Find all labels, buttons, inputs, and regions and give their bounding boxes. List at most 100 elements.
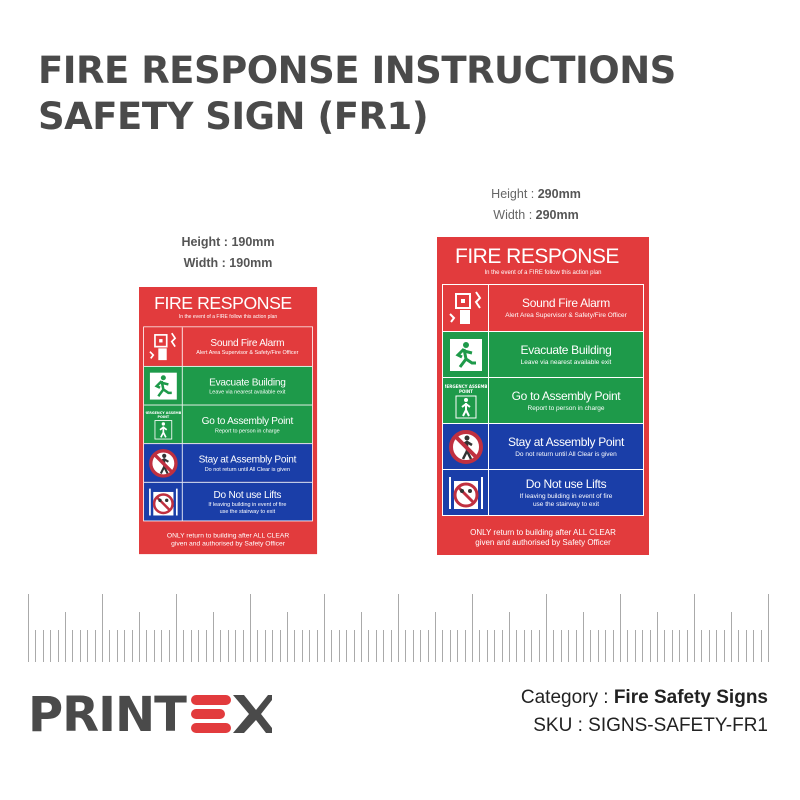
sign-step: Sound Fire Alarm Alert Area Supervisor & … [443, 285, 643, 331]
svg-text:POINT: POINT [459, 389, 473, 394]
no-entry-person-icon [443, 424, 489, 469]
ruler-tick [597, 630, 599, 662]
title-line-2: SAFETY SIGN (FR1) [38, 95, 429, 138]
ruler-tick [760, 630, 762, 662]
ruler-tick [523, 630, 525, 662]
sign-step: EMERGENCY ASSEMBLYPOINT Go to Assembly Po… [144, 404, 313, 444]
sign-footer: ONLY return to building after ALL CLEAR … [166, 531, 290, 548]
ruler-tick [279, 630, 281, 662]
ruler-tick [664, 630, 666, 662]
ruler-tick [546, 594, 547, 662]
height-value: 290mm [537, 187, 581, 201]
ruler-tick [568, 630, 570, 662]
ruler-tick [375, 630, 377, 662]
ruler-tick [686, 630, 688, 662]
running-exit-icon [443, 332, 489, 377]
ruler-tick [287, 612, 288, 662]
width-label: Width : [183, 256, 230, 270]
ruler-tick [35, 630, 37, 662]
step-detail: If leaving building in event of fire use… [519, 492, 613, 508]
ruler-tick [235, 630, 237, 662]
step-detail: Alert Area Supervisor & Safety/Fire Offi… [505, 312, 627, 319]
sign-190mm: FIRE RESPONSE In the event of a FIRE fol… [139, 287, 318, 555]
ruler-tick [716, 630, 718, 662]
step-title: Evacuate Building [209, 375, 286, 388]
ruler-tick [531, 630, 533, 662]
ruler-tick [50, 630, 52, 662]
ruler-tick [768, 594, 769, 662]
ruler-tick [65, 612, 66, 662]
ruler-tick [324, 594, 325, 662]
title-line-1: FIRE RESPONSE INSTRUCTIONS [38, 49, 676, 92]
page-title: FIRE RESPONSE INSTRUCTIONS SAFETY SIGN (… [38, 48, 676, 140]
step-detail: Do not return until All Clear is given [515, 450, 617, 458]
ruler-tick [242, 630, 244, 662]
ruler-tick [72, 630, 74, 662]
ruler-tick [657, 612, 658, 662]
ruler-tick [671, 630, 673, 662]
ruler-tick [553, 630, 555, 662]
ruler-tick [146, 630, 148, 662]
ruler-tick [723, 630, 725, 662]
ruler-tick [627, 630, 629, 662]
ruler-tick [442, 630, 444, 662]
ruler-tick [109, 630, 111, 662]
ruler-tick [153, 630, 155, 662]
ruler-tick [161, 630, 163, 662]
step-title: Stay at Assembly Point [507, 434, 625, 449]
ruler-tick [383, 630, 385, 662]
product-meta: Category : Fire Safety Signs SKU : SIGNS… [521, 684, 768, 740]
sign-step: Sound Fire Alarm Alert Area Supervisor & … [144, 327, 313, 366]
ruler [28, 590, 769, 662]
step-title: Do Not use Lifts [213, 488, 282, 500]
ruler-tick [272, 630, 274, 662]
sign-footer: ONLY return to building after ALL CLEAR … [470, 528, 616, 547]
step-title: Sound Fire Alarm [522, 296, 610, 310]
ruler-tick [694, 594, 695, 662]
ruler-tick [472, 594, 473, 662]
ruler-tick [257, 630, 259, 662]
ruler-tick [398, 594, 399, 662]
ruler-tick [94, 630, 96, 662]
ruler-tick [57, 630, 59, 662]
large-size-label: Height : 290mm Width : 290mm [466, 184, 606, 226]
ruler-tick [190, 630, 192, 662]
ruler-tick [612, 630, 614, 662]
width-value: 290mm [535, 208, 579, 222]
ruler-tick [494, 630, 496, 662]
step-title: Sound Fire Alarm [210, 336, 285, 349]
ruler-tick [605, 630, 607, 662]
ruler-tick [42, 630, 44, 662]
sign-step: EMERGENCY ASSEMBLYPOINT Go to Assembly Po… [443, 377, 643, 423]
svg-text:PRINT: PRINT [28, 690, 187, 736]
sign-step: Do Not use Lifts If leaving building in e… [443, 469, 643, 515]
sign-step: Stay at Assembly Point Do not return unti… [144, 443, 313, 482]
ruler-tick [390, 630, 392, 662]
step-title: Go to Assembly Point [511, 388, 621, 403]
step-title: Evacuate Building [520, 342, 612, 357]
no-lift-icon [144, 482, 183, 521]
ruler-tick [583, 612, 584, 662]
ruler-tick [301, 630, 303, 662]
ruler-tick [198, 630, 200, 662]
step-detail: Leave via nearest available exit [520, 358, 612, 366]
sign-heading: FIRE RESPONSE [455, 245, 619, 268]
ruler-tick [435, 612, 436, 662]
sign-step: Do Not use Lifts If leaving building in e… [144, 481, 313, 521]
step-detail: Report to person in charge [527, 404, 605, 412]
step-detail: Alert Area Supervisor & Safety/Fire Offi… [196, 350, 299, 356]
width-value: 190mm [229, 256, 273, 270]
height-value: 190mm [231, 235, 275, 249]
ruler-tick [560, 630, 562, 662]
ruler-tick [620, 594, 621, 662]
step-detail: Leave via nearest available exit [209, 389, 286, 395]
ruler-tick [538, 630, 540, 662]
ruler-tick [753, 630, 755, 662]
ruler-tick [634, 630, 636, 662]
ruler-tick [205, 630, 207, 662]
ruler-tick [331, 630, 333, 662]
small-size-label: Height : 190mm Width : 190mm [158, 232, 298, 274]
ruler-tick [213, 612, 214, 662]
ruler-tick [28, 594, 29, 662]
ruler-tick [294, 630, 296, 662]
